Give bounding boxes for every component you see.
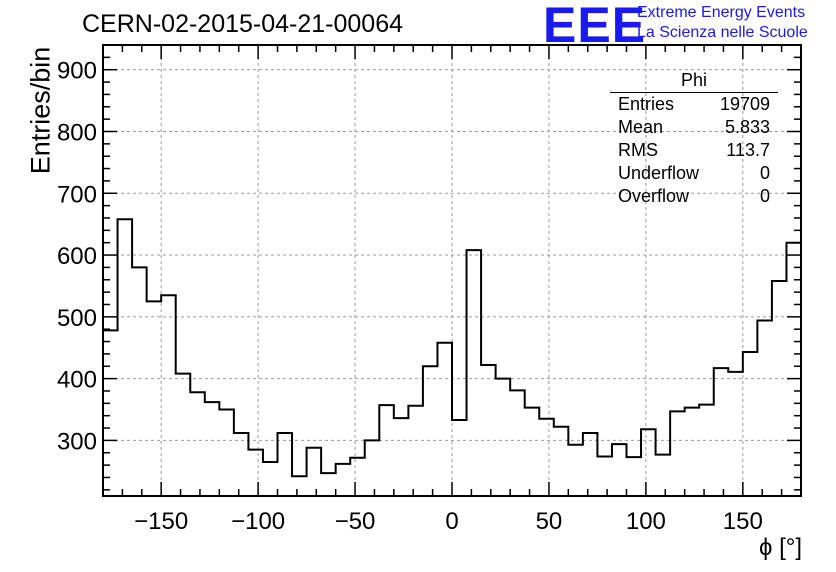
- histogram-bin: [772, 281, 787, 496]
- histogram-bin: [452, 420, 467, 496]
- x-tick-label: 0: [445, 508, 458, 535]
- y-tick-label: 800: [57, 119, 97, 146]
- histogram-bin: [728, 372, 743, 496]
- histogram-bin: [612, 444, 627, 496]
- stats-title: Phi: [610, 70, 778, 93]
- y-tick-label: 700: [57, 181, 97, 208]
- histogram-bin: [394, 418, 409, 496]
- x-tick-label: 100: [626, 508, 666, 535]
- x-tick-label: −50: [335, 508, 376, 535]
- histogram-bin: [510, 390, 525, 496]
- histogram-bin: [321, 473, 336, 496]
- histogram-bin: [568, 445, 583, 496]
- axis-ticks: [102, 44, 802, 496]
- stats-row: RMS 113.7: [610, 139, 778, 162]
- stats-box: Phi Entries 19709 Mean 5.833 RMS 113.7 U…: [610, 70, 778, 208]
- tick-labels: −150 −100 −50 0 50 100 150 300 400 500 600 700 800 90…: [57, 58, 763, 535]
- histogram-outline: [102, 218, 802, 496]
- histogram-bin: [539, 419, 554, 496]
- x-tick-label: −100: [231, 508, 285, 535]
- histogram-bin: [714, 368, 729, 496]
- stats-row: Underflow 0: [610, 162, 778, 185]
- histogram-bin: [481, 365, 496, 496]
- histogram-bin: [263, 462, 278, 496]
- x-tick-label: −150: [134, 508, 188, 535]
- histogram-bin: [437, 343, 452, 496]
- x-tick-label: 50: [536, 508, 563, 535]
- histogram-bin: [176, 374, 191, 496]
- histogram-bin: [627, 457, 642, 496]
- x-axis-label: ϕ [°]: [758, 534, 802, 561]
- stats-label: RMS: [618, 140, 658, 160]
- stats-value: 5.833: [724, 117, 770, 137]
- histogram-bin: [307, 448, 322, 496]
- eee-logo: EEE: [543, 0, 647, 53]
- stats-label: Overflow: [618, 186, 690, 206]
- histogram-bin: [234, 433, 249, 496]
- histogram-bin: [423, 366, 438, 496]
- stats-label: Underflow: [618, 163, 700, 183]
- stats-row: Mean 5.833: [610, 116, 778, 139]
- histogram-bin: [743, 352, 758, 496]
- histogram-bin: [656, 455, 671, 496]
- histogram-bin: [350, 458, 365, 496]
- histogram-bin: [292, 476, 307, 496]
- histogram-bin: [248, 450, 263, 496]
- stats-value: 0: [759, 186, 770, 206]
- y-tick-label: 900: [57, 58, 97, 85]
- y-tick-label: 600: [57, 243, 97, 270]
- histogram-bin: [699, 405, 714, 496]
- histogram-bin: [336, 464, 351, 496]
- histogram-bin: [408, 406, 423, 496]
- histogram-bin: [496, 379, 511, 496]
- stats-label: Entries: [618, 94, 675, 114]
- histogram-bin: [685, 408, 700, 496]
- histogram-bin: [641, 429, 656, 496]
- histogram-bin: [554, 427, 569, 496]
- stats-value: 113.7: [726, 140, 770, 160]
- histogram-bin: [219, 410, 234, 496]
- histogram-bin: [467, 250, 482, 496]
- histogram-bin: [525, 408, 540, 496]
- logo-subtitle-1: Extreme Energy Events: [637, 4, 806, 21]
- histogram-bin: [583, 433, 598, 496]
- stats-value: 0: [759, 163, 770, 183]
- histogram-bin: [365, 440, 380, 496]
- stats-row: Overflow 0: [610, 185, 778, 208]
- histogram-bin: [205, 402, 220, 496]
- histogram-bin: [278, 433, 293, 496]
- histogram-bin: [103, 330, 118, 496]
- chart-title: CERN-02-2015-04-21-00064: [82, 10, 404, 38]
- stats-row: Entries 19709: [610, 93, 778, 116]
- histogram-bin: [118, 219, 133, 496]
- x-tick-label: 150: [723, 508, 763, 535]
- histogram-bin: [597, 456, 612, 496]
- histogram-bin: [190, 392, 205, 496]
- histogram-bin: [670, 411, 685, 496]
- stats-label: Mean: [618, 117, 664, 137]
- y-axis-label: Entries/bin: [25, 46, 56, 175]
- y-tick-label: 500: [57, 305, 97, 332]
- histogram-bin: [147, 301, 162, 496]
- y-tick-label: 300: [57, 428, 97, 455]
- histogram-bars: [102, 218, 802, 496]
- stats-value: 19709: [719, 94, 770, 114]
- histogram-bin: [786, 243, 801, 496]
- histogram-bin: [161, 295, 176, 496]
- logo-subtitle-2: La Scienza nelle Scuole: [637, 24, 808, 41]
- histogram-bin: [132, 267, 147, 496]
- y-tick-label: 400: [57, 367, 97, 394]
- histogram-bin: [379, 405, 394, 496]
- histogram-bin: [757, 321, 772, 496]
